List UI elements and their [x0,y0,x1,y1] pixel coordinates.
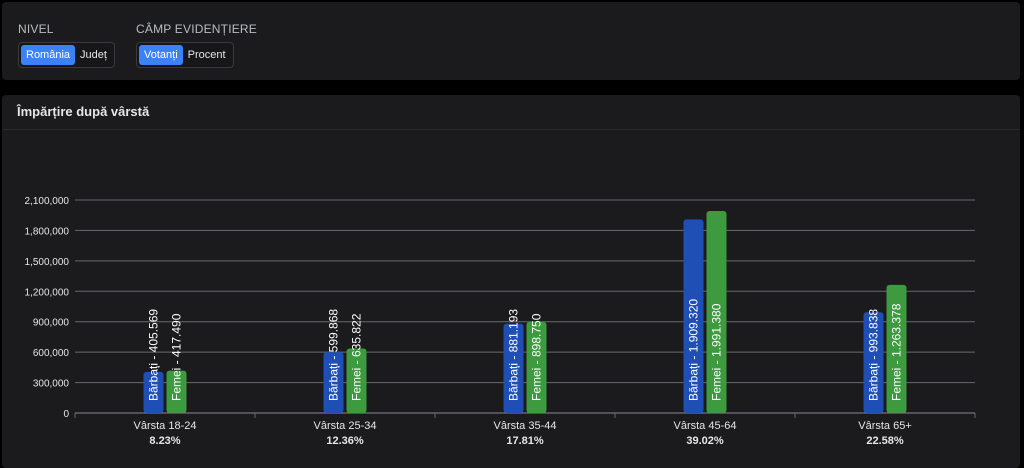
x-category-label: Vârsta 65+ [858,420,912,432]
y-tick-label: 900,000 [33,318,70,329]
nivel-toggle: România Județ [18,42,115,68]
bar-barbati [863,312,884,413]
bar-data-label: Bărbați - 405.569 [147,309,161,401]
bar-data-label: Bărbați - 1.909.320 [687,299,701,401]
x-percentage-label: 8.23% [149,435,180,447]
bar-data-label: Bărbați - 881.193 [507,309,521,401]
x-category-label: Vârsta 45-64 [674,420,737,432]
y-tick-label: 0 [63,409,69,420]
nivel-option-judet[interactable]: Județ [80,49,107,61]
bar-femei [346,348,367,413]
title-divider [2,129,1020,130]
bar-barbati [503,323,524,413]
x-percentage-label: 17.81% [506,435,544,447]
x-percentage-label: 39.02% [686,435,724,447]
x-category-label: Vârsta 25-34 [314,420,377,432]
bar-data-label: Femei - 417.490 [170,313,184,401]
x-percentage-label: 22.58% [866,435,904,447]
camp-toggle: Votanți Procent [136,42,234,68]
bar-femei [166,370,187,413]
bar-barbati [683,219,704,413]
bar-femei [526,321,547,413]
x-percentage-label: 12.36% [326,435,364,447]
camp-group: CÂMP EVIDENȚIERE Votanți Procent [136,22,257,68]
nivel-option-romania[interactable]: România [21,45,76,65]
bar-data-label: Femei - 1.991.380 [710,303,724,401]
x-category-label: Vârsta 35-44 [494,420,557,432]
bar-femei [706,211,727,413]
bar-data-label: Femei - 898.750 [530,313,544,401]
filters-panel: NIVEL România Județ CÂMP EVIDENȚIERE Vot… [2,2,1020,80]
bar-data-label: Bărbați - 993.838 [867,309,881,401]
nivel-group: NIVEL România Județ [18,22,115,68]
bar-data-label: Bărbați - 599.868 [327,309,341,401]
bar-barbati [143,371,164,413]
bar-barbati [323,352,344,413]
bar-data-label: Femei - 1.263.378 [890,303,904,401]
x-category-label: Vârsta 18-24 [134,420,197,432]
chart-title: Împărțire după vârstă [17,104,150,119]
y-tick-label: 600,000 [33,348,70,359]
bar-femei [886,284,907,413]
bar-data-label: Femei - 635.822 [350,313,364,401]
y-tick-label: 300,000 [33,379,70,390]
y-tick-label: 1,500,000 [25,257,70,268]
y-tick-label: 1,800,000 [25,226,70,237]
camp-option-votanti[interactable]: Votanți [139,45,183,65]
y-tick-label: 2,100,000 [25,196,70,207]
y-tick-label: 1,200,000 [25,287,70,298]
camp-label: CÂMP EVIDENȚIERE [136,22,258,36]
camp-option-procent[interactable]: Procent [187,49,226,61]
nivel-label: NIVEL [18,22,54,36]
